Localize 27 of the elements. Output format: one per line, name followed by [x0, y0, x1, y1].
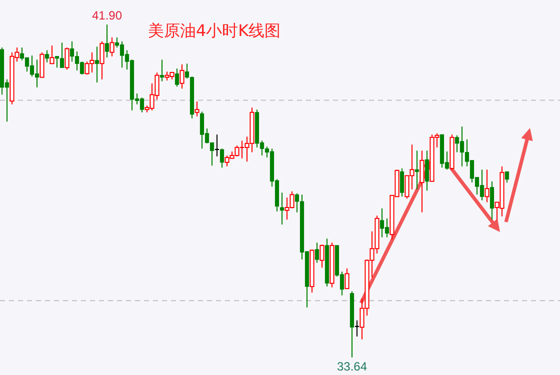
candlestick [94, 46, 100, 84]
candlestick [280, 192, 284, 225]
candlestick [194, 101, 200, 117]
candlestick [220, 148, 224, 168]
candlestick [110, 36, 114, 57]
annotation: 33.64 [336, 360, 368, 374]
candlestick [320, 244, 324, 268]
candlestick [484, 169, 490, 203]
candlestick [400, 168, 404, 198]
candlestick [100, 40, 104, 80]
candlestick [414, 150, 420, 190]
candlestick [424, 150, 430, 192]
candlestick [160, 59, 164, 82]
candlestick [504, 171, 510, 184]
candlestick [64, 46, 70, 70]
candlestick [180, 64, 184, 90]
candlestick [314, 242, 320, 264]
candlestick [104, 24, 110, 58]
chart-title: 美原油4小时K线图 [148, 21, 281, 40]
candlestick [40, 52, 44, 78]
annotation: 41.90 [92, 8, 122, 22]
candlestick [50, 44, 54, 64]
candlestick [490, 180, 494, 220]
candlestick [344, 268, 350, 290]
candlestick [174, 68, 180, 88]
candlestick [420, 150, 424, 213]
candlestick [44, 50, 50, 63]
